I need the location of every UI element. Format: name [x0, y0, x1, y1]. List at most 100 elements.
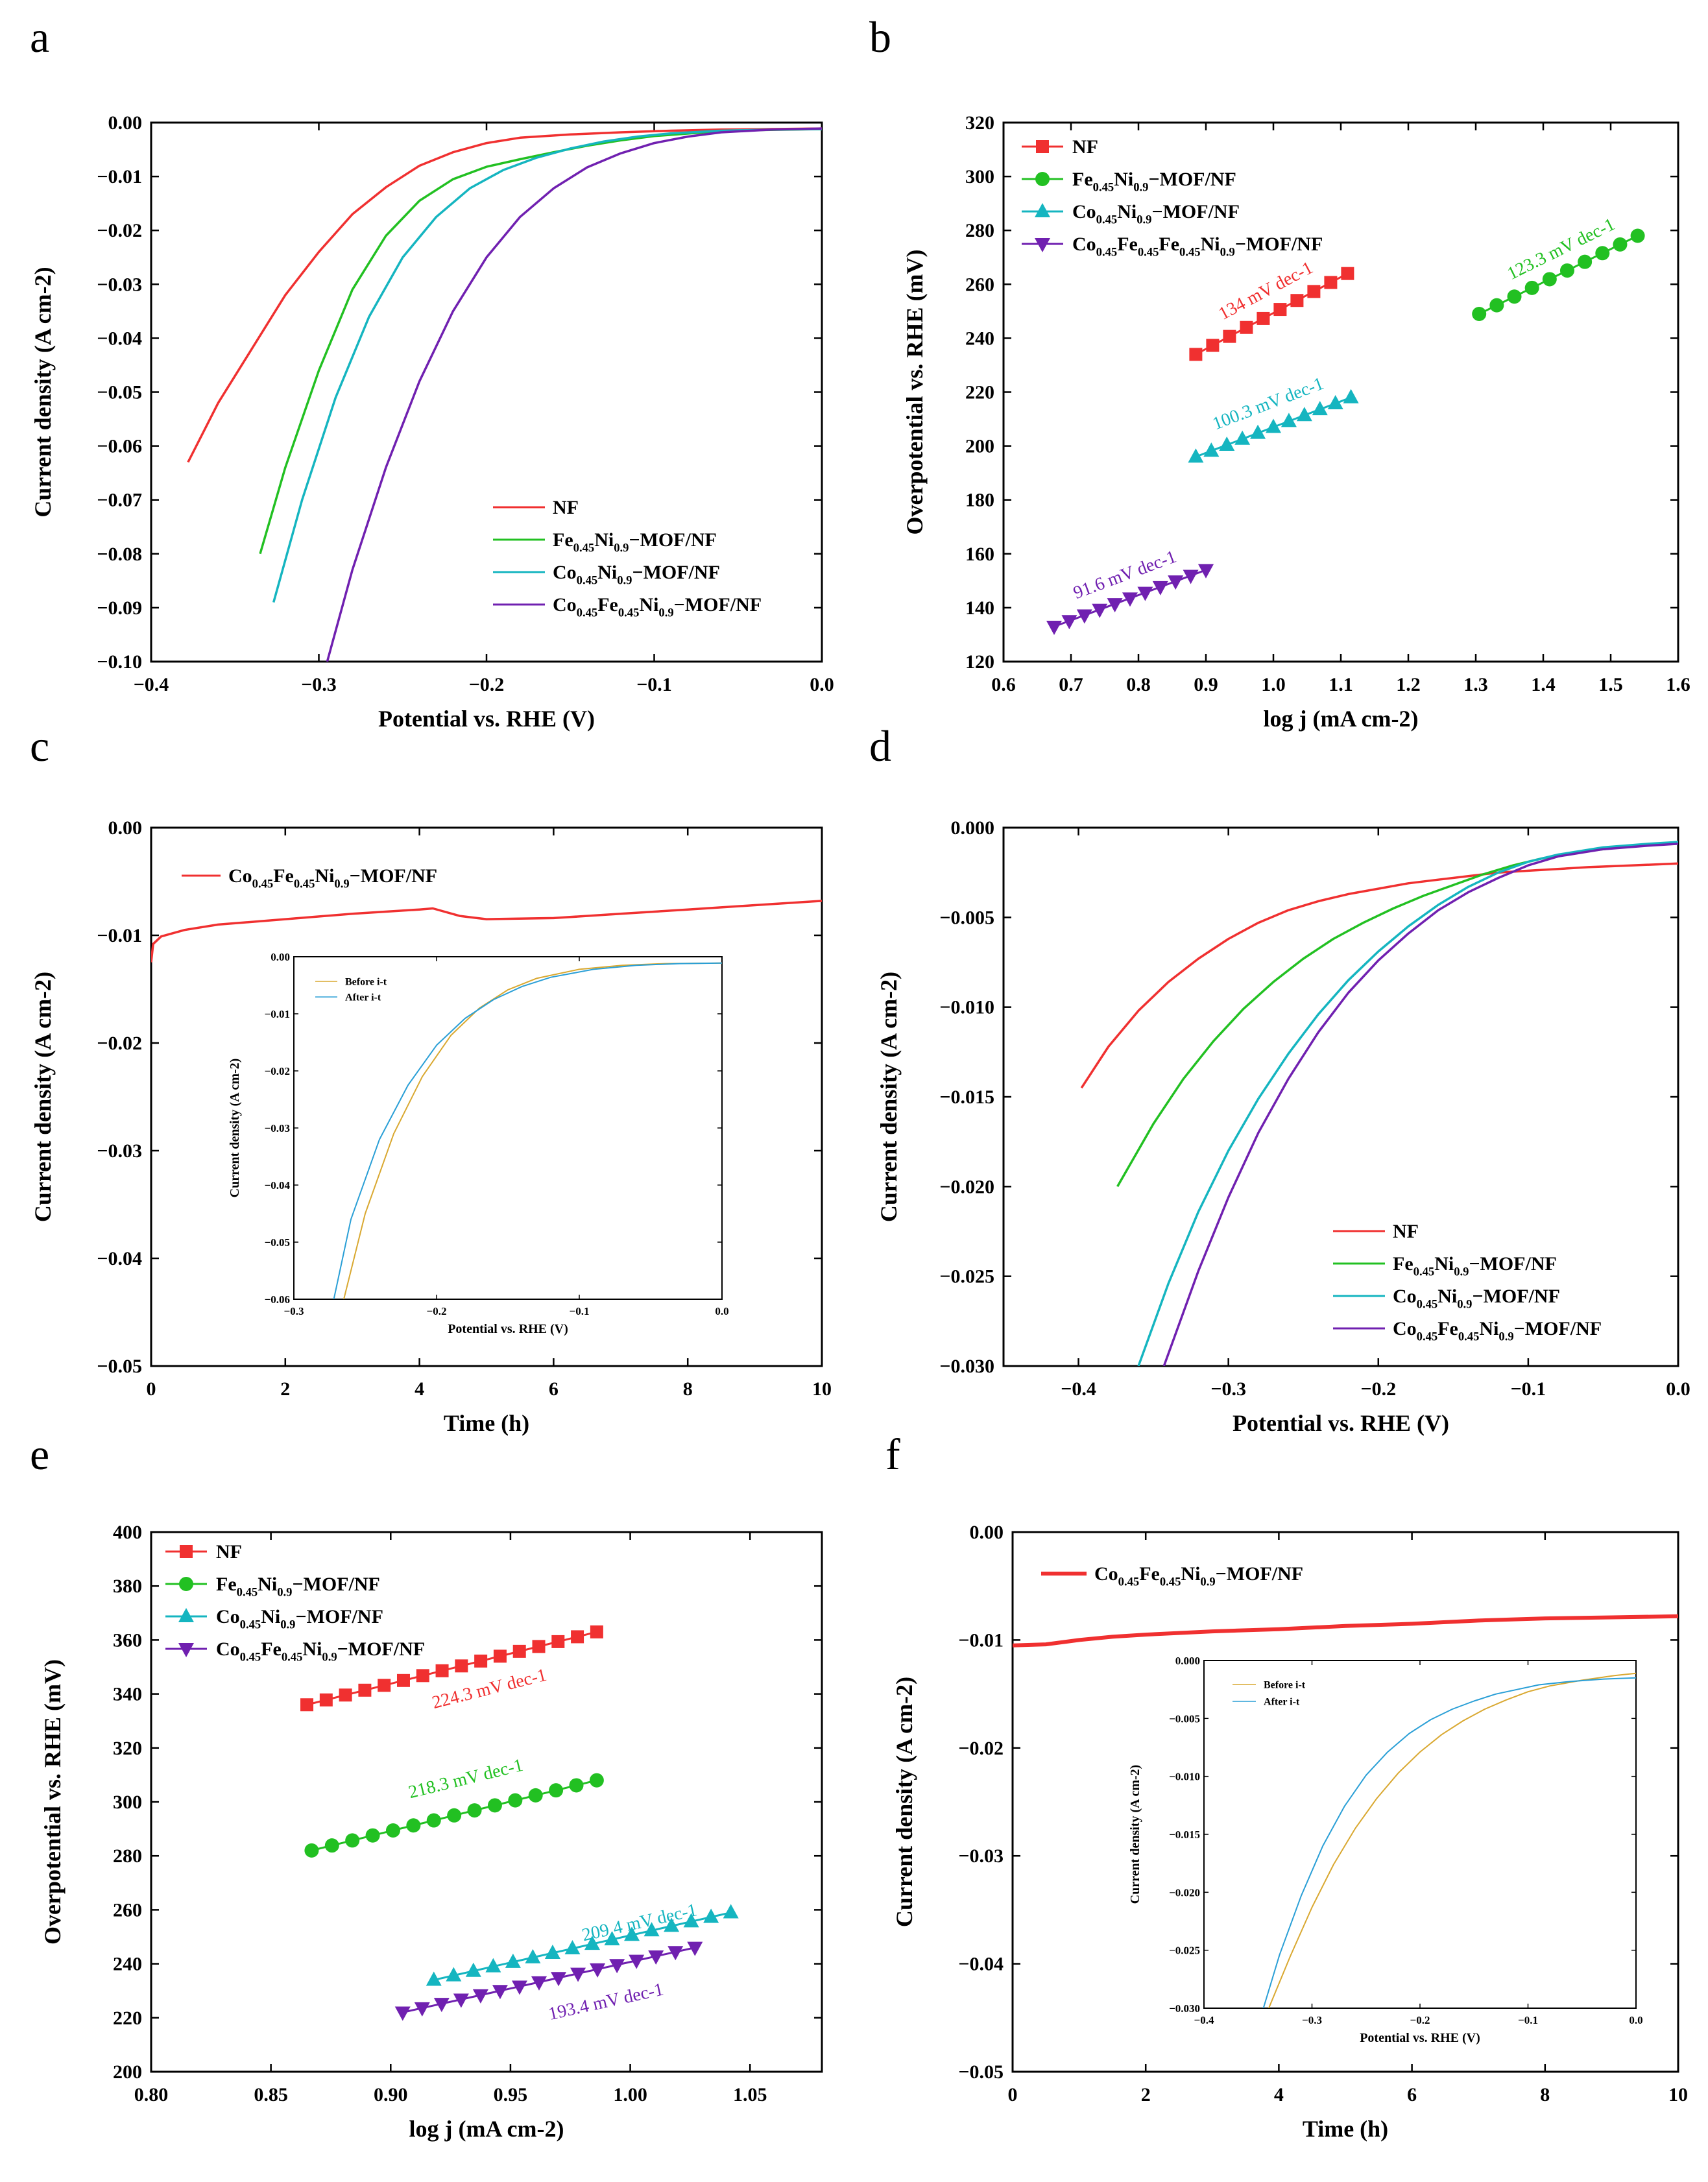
panel-label: e	[30, 1430, 49, 1479]
marker-square	[493, 1649, 507, 1663]
legend-label: NF	[216, 1541, 242, 1563]
marker-triangle-up	[1281, 413, 1297, 427]
series-line	[151, 900, 822, 963]
legend-label: Co0.45Ni0.9−MOF/NF	[216, 1606, 383, 1631]
marker-triangle-down	[1122, 592, 1138, 607]
marker-square	[1257, 311, 1270, 325]
y-tick-label: 140	[965, 597, 994, 619]
legend-label: Co0.45Ni0.9−MOF/NF	[1072, 201, 1240, 226]
marker-circle	[345, 1833, 360, 1848]
legend-label: Co0.45Ni0.9−MOF/NF	[553, 562, 720, 587]
series-line	[1080, 862, 1678, 1089]
x-tick-label: 0.80	[134, 2084, 169, 2105]
marker-square	[396, 1673, 410, 1687]
marker-triangle-up	[664, 1917, 680, 1932]
legend-label: NF	[1072, 136, 1098, 158]
x-tick-label: 0	[1008, 2084, 1018, 2105]
legend-label: After i-t	[1264, 1696, 1300, 1707]
x-tick-label: 1.4	[1531, 674, 1556, 695]
fit-line	[306, 1631, 597, 1706]
marker-triangle-down	[531, 1976, 547, 1991]
y-tick-label: 0.00	[108, 817, 143, 839]
marker-circle	[487, 1798, 502, 1813]
x-tick-label: −0.3	[1302, 2014, 1322, 2026]
marker-square	[358, 1683, 372, 1697]
x-tick-label: −0.3	[301, 674, 337, 695]
y-tick-label: −0.01	[958, 1629, 1004, 1651]
x-tick-label: −0.2	[469, 674, 505, 695]
y-tick-label: 240	[113, 1954, 142, 1975]
marker-square	[590, 1625, 603, 1638]
panel-d: −0.4 −0.3 −0.2 −0.1 0.0 0.000 −0.005 −0.010 −0.0…	[876, 817, 1690, 1436]
marker-triangle-up	[1312, 401, 1328, 416]
marker-triangle-down	[511, 1980, 527, 1995]
x-tick-label: 0.8	[1126, 674, 1151, 695]
y-tick-label: −0.06	[265, 1293, 290, 1306]
x-tick-label: −0.1	[1518, 2014, 1538, 2026]
plot-frame	[150, 826, 823, 1367]
x-tick-label: 0.0	[810, 674, 834, 695]
marker-circle	[569, 1778, 584, 1793]
y-tick-label: −0.07	[97, 490, 142, 511]
marker-triangle-down	[472, 1989, 488, 2004]
x-tick-label: 0.90	[374, 2084, 408, 2105]
marker-triangle-up	[1327, 394, 1343, 409]
y-tick-label: −0.010	[1169, 1771, 1200, 1783]
y-axis-label: Current density (A cm-2)	[891, 1677, 917, 1927]
marker-circle	[1630, 228, 1645, 243]
marker-triangle-down	[1183, 569, 1199, 584]
marker-square	[1223, 330, 1236, 343]
marker-circle	[589, 1773, 604, 1788]
x-tick-label: 1.5	[1598, 674, 1623, 695]
marker-triangle-down	[687, 1941, 703, 1956]
y-tick-label: 380	[113, 1576, 142, 1597]
marker-circle	[1472, 307, 1487, 322]
y-tick-label: 200	[113, 2061, 142, 2083]
slope-annotation: 193.4 mV dec-1	[547, 1980, 666, 2024]
x-tick-label: −0.3	[1210, 1378, 1246, 1400]
marker-square	[319, 1693, 333, 1707]
y-tick-label: 320	[113, 1738, 142, 1759]
marker-triangle-up	[1266, 418, 1281, 433]
legend-label: Fe0.45Ni0.9−MOF/NF	[553, 529, 717, 555]
marker-triangle-up	[1188, 448, 1204, 463]
fit-line	[1478, 235, 1639, 315]
x-tick-label: 0.0	[1666, 1378, 1690, 1400]
y-tick-label: −0.02	[97, 220, 142, 241]
marker-square	[512, 1644, 526, 1658]
y-tick-label: −0.04	[265, 1179, 291, 1192]
legend-label: Co0.45Fe0.45Ni0.9−MOF/NF	[228, 865, 437, 891]
marker-circle	[385, 1823, 400, 1838]
slope-annotation: 209.4 mV dec-1	[580, 1900, 699, 1945]
y-tick-label: 180	[965, 490, 994, 511]
marker-circle	[1524, 280, 1539, 295]
marker-circle	[508, 1793, 523, 1808]
x-tick-label: 0	[147, 1378, 156, 1400]
marker-circle	[1578, 254, 1593, 269]
x-tick-label: 2	[280, 1378, 290, 1400]
y-tick-label: −0.06	[97, 436, 142, 457]
marker-square	[339, 1688, 352, 1702]
y-tick-label: 0.00	[970, 1522, 1004, 1543]
y-tick-label: 280	[113, 1845, 142, 1867]
y-tick-label: 280	[965, 220, 994, 241]
x-tick-label: 0.0	[1629, 2014, 1642, 2026]
marker-triangle-down	[629, 1954, 645, 1969]
marker-square	[1240, 320, 1253, 334]
x-tick-label: 0.7	[1059, 674, 1083, 695]
panel-label: f	[885, 1430, 900, 1479]
marker-triangle-down	[1137, 586, 1153, 601]
legend-label: Before i-t	[1264, 1679, 1306, 1690]
y-tick-label: 260	[113, 1899, 142, 1921]
x-axis-label: Potential vs. RHE (V)	[1233, 1410, 1449, 1436]
x-tick-label: −0.2	[1410, 2014, 1430, 2026]
marker-square	[1206, 339, 1220, 352]
marker-square	[435, 1664, 449, 1677]
marker-circle	[426, 1813, 441, 1828]
marker-triangle-up	[723, 1904, 739, 1919]
series-line	[1162, 843, 1678, 1366]
y-tick-label: −0.020	[939, 1176, 994, 1197]
marker-circle	[1489, 298, 1504, 313]
marker-square	[1290, 294, 1304, 307]
series-line	[1137, 841, 1678, 1366]
